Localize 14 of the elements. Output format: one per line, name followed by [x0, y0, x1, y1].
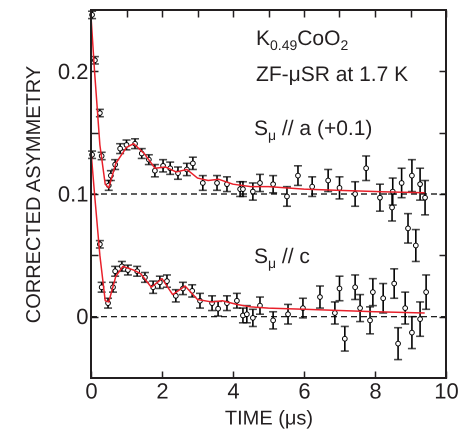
y-tick-label: 0 [76, 304, 88, 330]
x-tick-label: 8 [369, 378, 382, 404]
x-axis-title: TIME (μs) [224, 408, 314, 430]
series-label: S$_{μ}$ // c [254, 245, 310, 272]
x-tick-label: 2 [156, 378, 169, 404]
text: ZF-μSR at 1.7 K [256, 63, 408, 86]
y-axis-title: CORRECTED ASYMMETRY [22, 66, 45, 324]
x-tick-label: 10 [434, 378, 459, 404]
series-label: S$_{μ}$ // a (+0.1) [254, 117, 372, 144]
y-tick-label: 0.2 [58, 58, 88, 84]
x-tick-label: 6 [298, 378, 311, 404]
text: K$_{0.49}$CoO$_{2}$ [256, 27, 348, 54]
x-tick-label: 4 [227, 378, 240, 404]
y-tick-label: 0.1 [58, 182, 88, 206]
